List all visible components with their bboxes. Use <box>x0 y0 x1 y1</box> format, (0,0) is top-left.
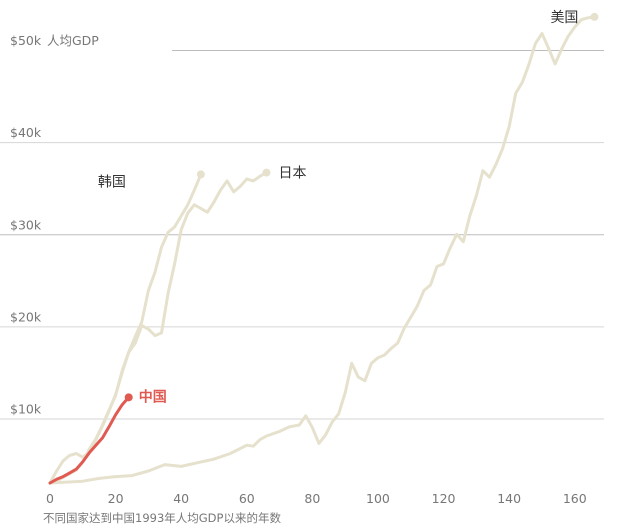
x-axis-label: 不同国家达到中国1993年人均GDP以来的年数 <box>43 511 281 525</box>
x-tick-label: 20 <box>108 491 124 506</box>
x-tick-label: 80 <box>304 491 320 506</box>
series-line-韩国 <box>48 172 203 485</box>
y-axis-label: 人均GDP <box>47 33 99 48</box>
y-tick-label: $40k <box>10 125 42 140</box>
y-axis-ticks: $10k $20k $30k $40k $50k <box>10 33 42 416</box>
x-tick-label: 120 <box>432 491 456 506</box>
series-label: 日本 <box>278 166 306 182</box>
x-tick-label: 60 <box>239 491 255 506</box>
y-tick-label: $20k <box>10 309 42 324</box>
y-tick-label: $10k <box>10 402 42 417</box>
x-tick-label: 40 <box>173 491 189 506</box>
series-endpoint <box>590 12 599 21</box>
series-layer <box>48 12 599 485</box>
x-tick-label: 0 <box>46 491 54 506</box>
y-tick-label: $50k <box>10 33 42 48</box>
x-axis-ticks: 0 20 40 60 80 100 120 140 160 <box>46 491 587 506</box>
series-label: 韩国 <box>98 174 126 190</box>
series-label: 美国 <box>550 10 578 26</box>
x-tick-label: 140 <box>497 491 521 506</box>
series-line-中国 <box>48 395 131 485</box>
x-tick-label: 160 <box>563 491 587 506</box>
series-label: 中国 <box>139 388 167 405</box>
series-endpoint <box>196 170 205 179</box>
y-tick-label: $30k <box>10 217 42 232</box>
series-line-美国 <box>48 15 596 485</box>
series-endpoint <box>124 393 133 402</box>
x-tick-label: 100 <box>366 491 390 506</box>
series-line-日本 <box>48 171 268 485</box>
series-endpoint <box>262 168 271 177</box>
